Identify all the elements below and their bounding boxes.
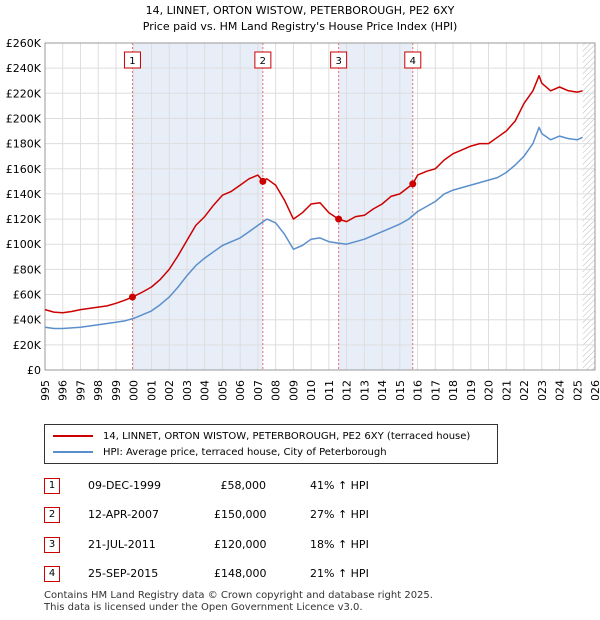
y-tick-label: £120K [6,213,42,226]
y-tick-label: £160K [6,163,42,176]
y-tick-label: £240K [6,62,42,75]
y-tick-label: £140K [6,188,42,201]
x-tick-label: 2026 [589,380,600,400]
transaction-price: £120,000 [214,538,267,551]
plot-area [45,43,595,370]
transaction-number-badge: 4 [44,566,60,582]
x-tick-label: 2014 [376,380,389,400]
transaction-point [128,293,136,301]
x-tick-label: 2024 [554,380,567,400]
transaction-point [335,215,343,223]
x-tick-label: 2012 [341,380,354,400]
transaction-price: £148,000 [214,567,267,580]
x-tick-label: 2001 [145,380,158,400]
x-tick-label: 2015 [394,380,407,400]
y-tick-label: £20K [13,339,42,352]
y-tick-label: £100K [6,238,42,251]
transaction-date: 12-APR-2007 [88,508,160,521]
footer: Contains HM Land Registry data © Crown c… [44,590,433,614]
y-tick-label: £180K [6,138,42,151]
transaction-hpi-diff: 18% ↑ HPI [310,538,369,551]
chart-subtitle: Price paid vs. HM Land Registry's House … [143,20,458,33]
y-tick-label: £0 [27,364,41,377]
y-tick-label: £40K [13,314,42,327]
y-tick-label: £60K [13,289,42,302]
x-tick-label: 2011 [323,380,336,400]
legend-label-property: 14, LINNET, ORTON WISTOW, PETERBOROUGH, … [103,430,471,442]
x-tick-label: 1996 [57,380,70,400]
transaction-number-badge: 2 [44,507,60,523]
legend-item-hpi: HPI: Average price, terraced house, City… [53,445,387,459]
x-tick-label: 2018 [447,380,460,400]
table-row: 4 25-SEP-2015 £148,000 21% ↑ HPI [44,566,404,584]
transaction-date: 25-SEP-2015 [88,567,159,580]
legend-swatch-property [53,435,93,437]
price-chart: 14, LINNET, ORTON WISTOW, PETERBOROUGH, … [6,4,600,400]
marker-label-box [254,51,272,69]
transaction-price: £150,000 [214,508,267,521]
forecast-hatch [582,43,595,370]
x-tick-label: 2021 [500,380,513,400]
x-tick-label: 2017 [429,380,442,400]
legend-item-property: 14, LINNET, ORTON WISTOW, PETERBOROUGH, … [53,429,470,443]
transaction-hpi-diff: 41% ↑ HPI [310,479,369,492]
transaction-hpi-diff: 27% ↑ HPI [310,508,369,521]
property-series-line [44,74,583,314]
x-tick-label: 2007 [252,380,265,400]
x-tick-label: 2016 [412,380,425,400]
transaction-number-badge: 3 [44,537,60,553]
marker-label: 1 [129,56,135,67]
chart-title: 14, LINNET, ORTON WISTOW, PETERBOROUGH, … [146,4,455,17]
transaction-point [409,180,417,188]
y-tick-label: £200K [6,112,42,125]
x-tick-label: 2022 [518,380,531,400]
legend: 14, LINNET, ORTON WISTOW, PETERBOROUGH, … [44,424,498,464]
shaded-span [132,43,263,370]
transaction-hpi-diff: 21% ↑ HPI [310,567,369,580]
marker-label: 2 [260,56,266,67]
y-tick-label: £260K [6,37,42,50]
transaction-price: £58,000 [220,479,267,492]
x-tick-label: 2005 [216,380,229,400]
x-tick-label: 2019 [465,380,478,400]
x-tick-label: 1998 [92,380,105,400]
x-tick-label: 2020 [483,380,496,400]
transaction-date: 09-DEC-1999 [88,479,162,492]
x-tick-label: 2002 [163,380,176,400]
transaction-point [259,177,267,185]
legend-swatch-hpi [53,451,93,453]
table-row: 2 12-APR-2007 £150,000 27% ↑ HPI [44,507,404,525]
x-tick-label: 2025 [571,380,584,400]
x-tick-label: 1995 [39,380,52,400]
x-tick-label: 1997 [74,380,87,400]
x-tick-label: 2006 [234,380,247,400]
footer-licence: This data is licensed under the Open Gov… [44,602,363,613]
x-tick-label: 2008 [270,380,283,400]
x-tick-label: 2009 [287,380,300,400]
x-tick-label: 2003 [181,380,194,400]
table-row: 3 21-JUL-2011 £120,000 18% ↑ HPI [44,537,404,555]
y-tick-label: £220K [6,87,42,100]
marker-label-box [330,51,348,69]
x-tick-label: 2010 [305,380,318,400]
footer-copyright: Contains HM Land Registry data © Crown c… [44,590,433,601]
shaded-span [338,43,413,370]
x-tick-label: 1999 [110,380,123,400]
marker-label: 3 [335,56,341,67]
legend-label-hpi: HPI: Average price, terraced house, City… [103,446,387,458]
marker-label: 4 [410,56,416,67]
x-tick-label: 2004 [199,380,212,400]
marker-label-box [404,51,422,69]
marker-label-box [123,51,141,69]
y-tick-label: £80K [13,263,42,276]
x-tick-label: 2023 [536,380,549,400]
x-tick-label: 2000 [128,380,141,400]
transaction-number-badge: 1 [44,478,60,494]
table-row: 1 09-DEC-1999 £58,000 41% ↑ HPI [44,478,404,496]
hpi-series-line [44,126,583,330]
plot-frame [44,42,596,371]
transaction-date: 21-JUL-2011 [88,538,156,551]
x-tick-label: 2013 [358,380,371,400]
